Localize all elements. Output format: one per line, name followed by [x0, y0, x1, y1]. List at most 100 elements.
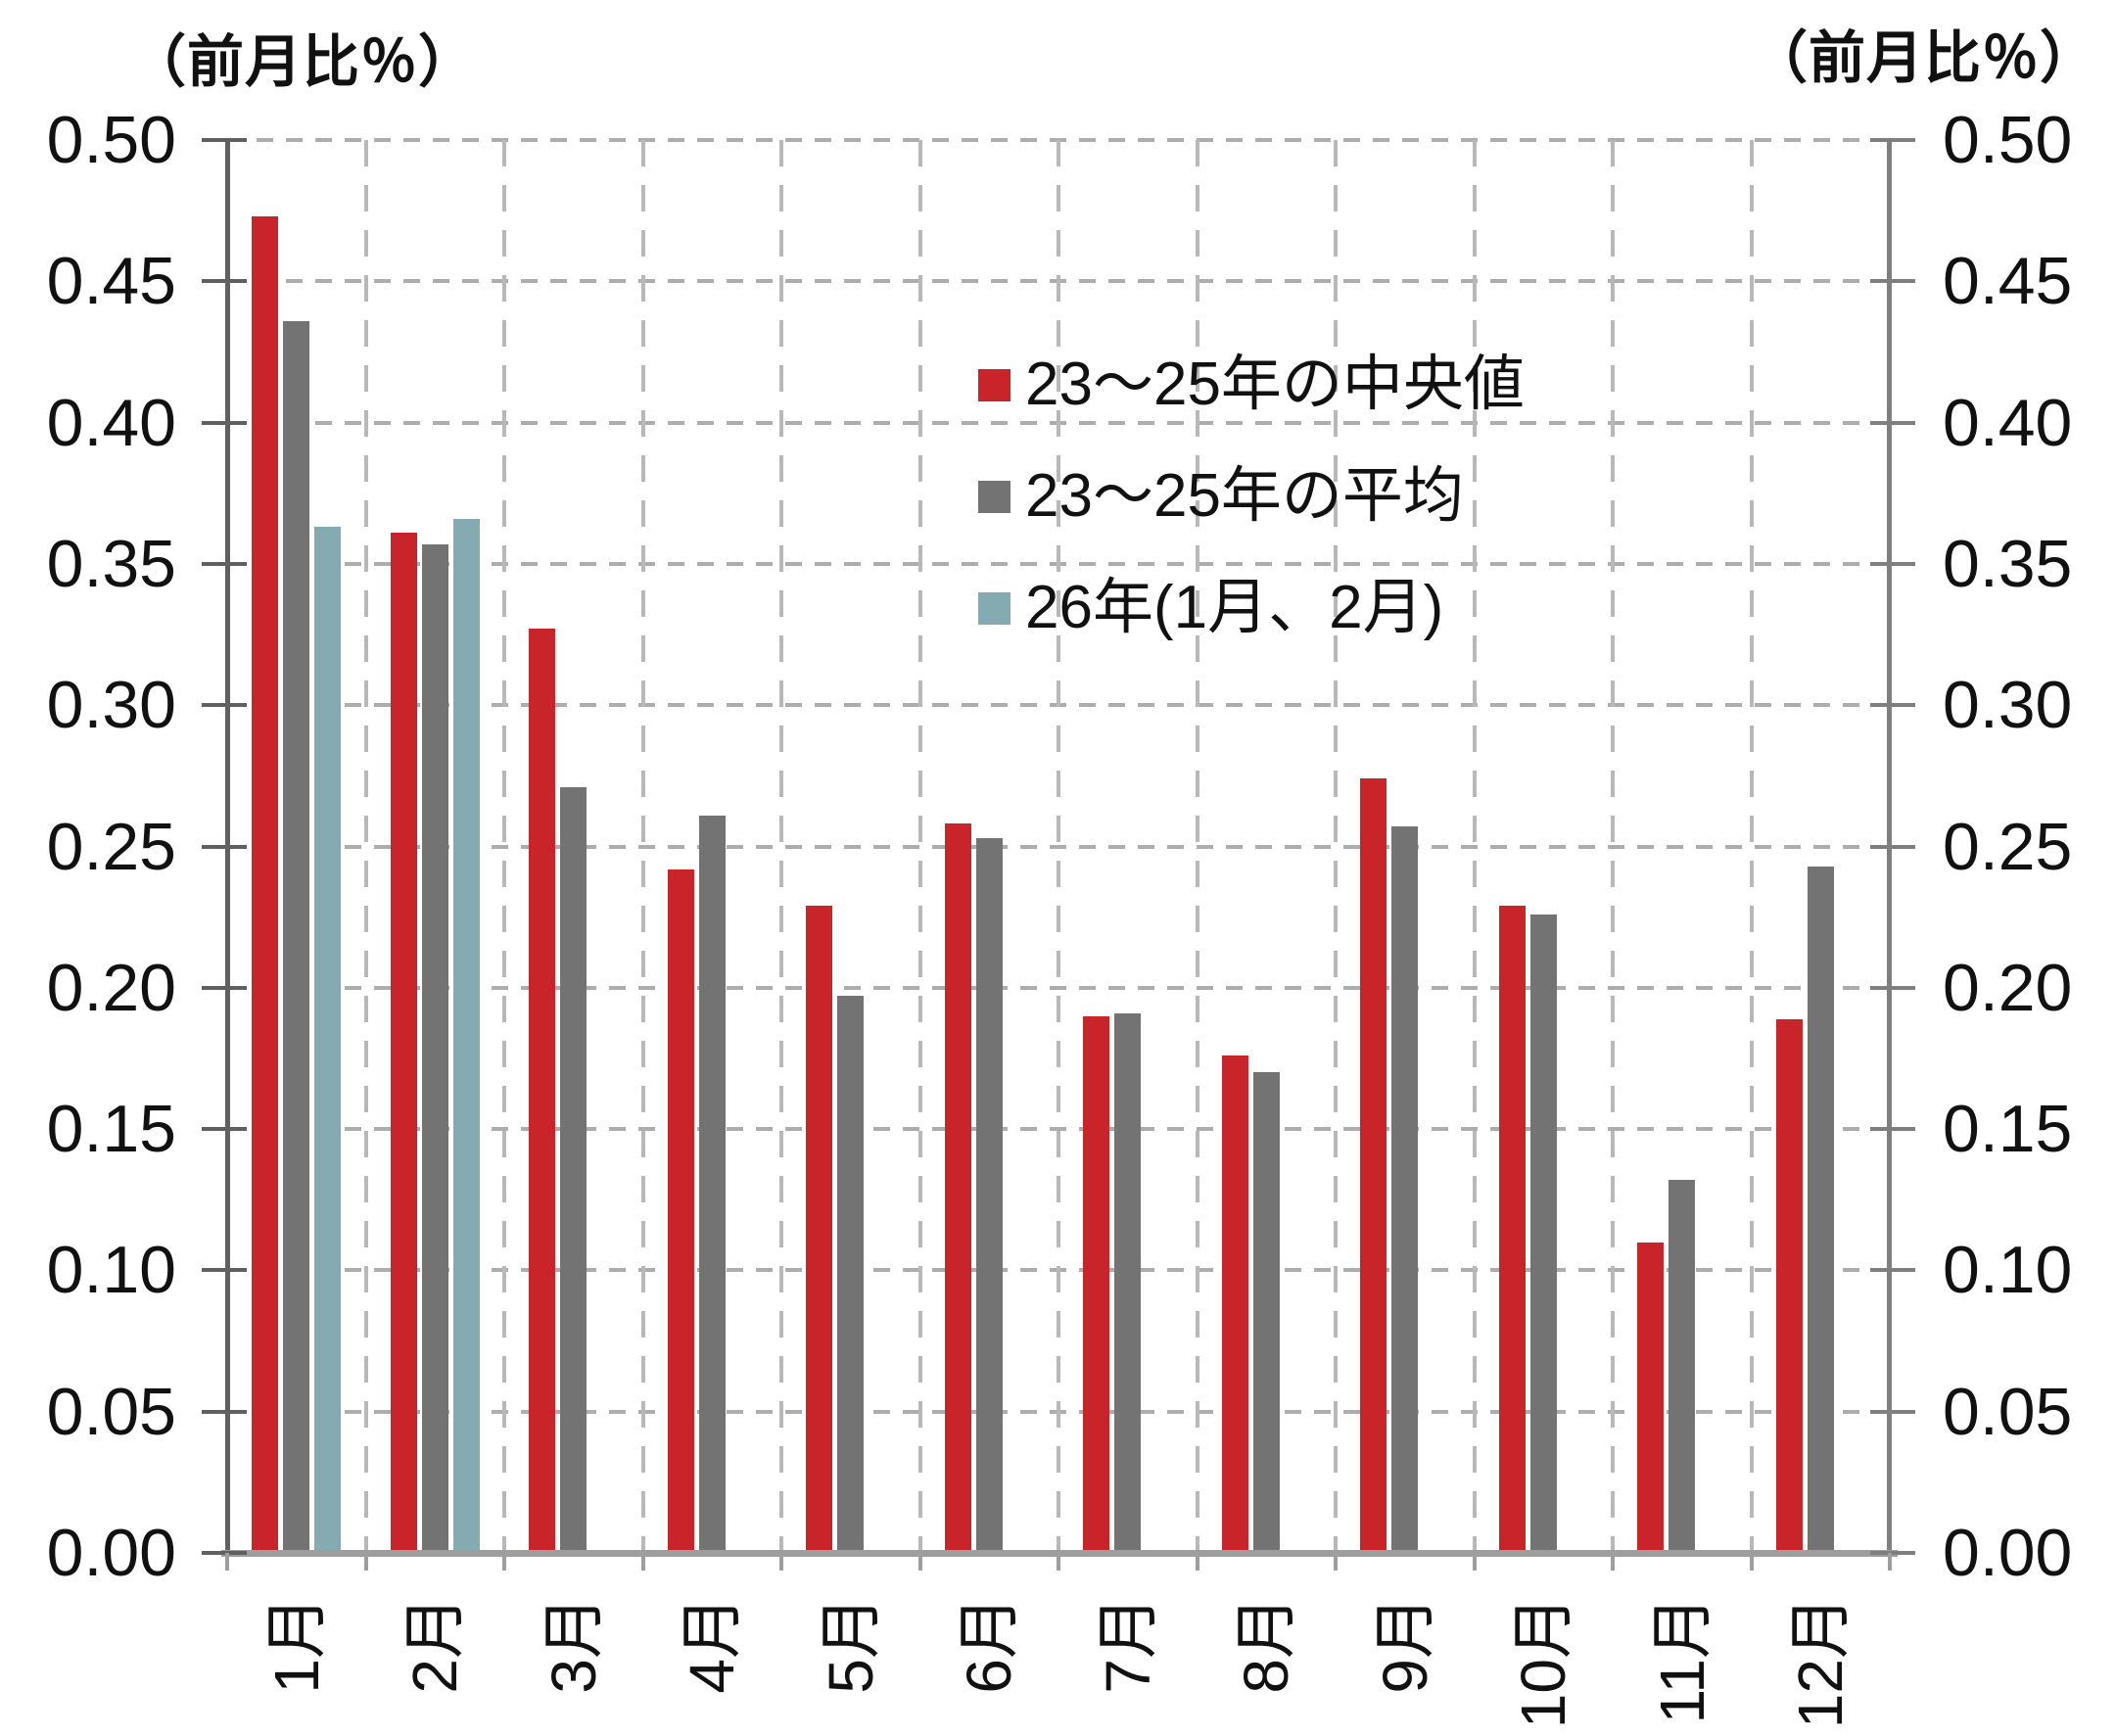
y-axis-tick-left — [202, 279, 247, 284]
bar-8月-series1 — [1221, 1056, 1248, 1553]
y-axis-tick-left — [202, 1551, 247, 1555]
y-axis-tick-right — [1870, 844, 1915, 849]
bar-8月-series2 — [1252, 1072, 1280, 1553]
y-tick-label-left: 0.05 — [46, 1374, 176, 1449]
legend-swatch-series2 — [978, 480, 1010, 513]
y-axis-tick-right — [1870, 138, 1915, 142]
x-axis-tick — [1472, 1553, 1477, 1571]
y-tick-label-right: 0.35 — [1943, 526, 2073, 601]
x-tick-label-text: 12月 — [1785, 1596, 1856, 1729]
bar-10月-series2 — [1529, 914, 1557, 1553]
legend-item-1: 23～25年の中央値 — [978, 352, 1525, 417]
y-axis-tick-right — [1870, 1268, 1915, 1273]
legend-label-series3: 26年(1月、2月) — [1025, 574, 1444, 641]
gridline-vertical — [1334, 140, 1338, 1553]
y-tick-label-right: 0.15 — [1943, 1092, 2073, 1167]
y-tick-label-right: 0.45 — [1943, 244, 2073, 319]
x-axis-tick — [1888, 1553, 1892, 1571]
y-tick-label-left: 0.50 — [46, 103, 176, 177]
x-tick-label-text: 10月 — [1508, 1596, 1579, 1729]
y-tick-label-right: 0.00 — [1943, 1516, 2073, 1590]
y-tick-label-left: 0.30 — [46, 668, 176, 743]
bar-1月-series3 — [314, 527, 341, 1553]
y-tick-label-left: 0.45 — [46, 244, 176, 319]
y-tick-label-right: 0.10 — [1943, 1233, 2073, 1308]
bar-9月-series2 — [1391, 826, 1418, 1553]
x-axis-tick — [363, 1553, 368, 1571]
y-axis-tick-right — [1870, 420, 1915, 425]
y-tick-label-right: 0.05 — [1943, 1374, 2073, 1449]
bar-12月-series1 — [1775, 1018, 1803, 1553]
bar-10月-series1 — [1498, 906, 1526, 1553]
y-axis-tick-left — [202, 138, 247, 142]
x-axis-tick — [917, 1553, 922, 1571]
y-axis-unit-label-left: （前月比％） — [129, 30, 477, 94]
legend-label-series2: 23～25年の平均 — [1025, 462, 1464, 530]
x-tick-label-text: 7月 — [1092, 1596, 1163, 1694]
y-axis-tick-left — [202, 703, 247, 708]
bar-3月-series1 — [529, 629, 555, 1553]
y-axis-line-right — [1887, 140, 1892, 1557]
gridline-vertical — [1472, 140, 1477, 1553]
gridline-vertical — [1611, 140, 1615, 1553]
bar-11月-series2 — [1668, 1180, 1695, 1553]
y-axis-tick-left — [202, 1268, 247, 1273]
y-axis-tick-left — [202, 1409, 247, 1414]
gridline-vertical — [363, 140, 368, 1553]
y-tick-label-right: 0.30 — [1943, 668, 2073, 743]
x-tick-label-text: 5月 — [815, 1596, 886, 1694]
x-axis-tick — [779, 1553, 783, 1571]
gridline-vertical — [1195, 140, 1199, 1553]
bar-11月-series1 — [1637, 1242, 1664, 1553]
x-tick-label-text: 8月 — [1231, 1596, 1302, 1694]
plot-area — [202, 138, 1915, 1571]
y-tick-label-left: 0.15 — [46, 1092, 176, 1167]
legend-label-series1: 23～25年の中央値 — [1025, 351, 1525, 418]
bar-6月-series2 — [975, 837, 1003, 1553]
y-axis-tick-right — [1870, 279, 1915, 284]
y-tick-label-left: 0.35 — [46, 526, 176, 601]
y-axis-tick-right — [1870, 985, 1915, 990]
x-axis-tick — [1195, 1553, 1199, 1571]
y-axis-tick-right — [1870, 703, 1915, 708]
legend-swatch-series1 — [978, 368, 1010, 401]
gridline-vertical — [779, 140, 783, 1553]
bar-3月-series2 — [560, 786, 587, 1553]
x-tick-label-text: 4月 — [677, 1596, 748, 1694]
gridline-vertical — [502, 140, 506, 1553]
x-tick-label-text: 6月 — [954, 1596, 1025, 1694]
gridline-vertical — [1057, 140, 1060, 1553]
bar-2月-series2 — [421, 543, 448, 1553]
legend-item-2: 23～25年の平均 — [978, 464, 1525, 529]
y-tick-label-right: 0.25 — [1943, 809, 2073, 884]
y-axis-tick-left — [202, 420, 247, 425]
x-tick-label-text: 9月 — [1369, 1596, 1440, 1694]
y-tick-label-left: 0.40 — [46, 385, 176, 460]
y-tick-label-left: 0.10 — [46, 1233, 176, 1308]
x-axis-tick — [1749, 1553, 1754, 1571]
legend: 23～25年の中央値 23～25年の平均 26年(1月、2月) — [978, 352, 1525, 687]
y-axis-tick-left — [202, 561, 247, 566]
y-axis-tick-right — [1870, 1127, 1915, 1132]
bar-2月-series1 — [390, 533, 417, 1553]
bar-12月-series2 — [1807, 866, 1834, 1553]
bar-5月-series1 — [806, 906, 832, 1553]
x-axis-tick — [225, 1553, 229, 1571]
y-axis-tick-left — [202, 985, 247, 990]
y-axis-tick-right — [1870, 1551, 1915, 1555]
y-tick-label-right: 0.40 — [1943, 385, 2073, 460]
y-axis-tick-right — [1870, 1409, 1915, 1414]
bar-1月-series2 — [283, 320, 309, 1553]
x-axis-tick — [1611, 1553, 1615, 1571]
legend-swatch-series3 — [978, 591, 1010, 625]
x-tick-label-text: 11月 — [1646, 1596, 1717, 1724]
x-tick-label-text: 3月 — [538, 1596, 609, 1694]
y-axis-tick-left — [202, 1127, 247, 1132]
y-tick-label-right: 0.50 — [1943, 103, 2073, 177]
x-tick-label-text: 1月 — [260, 1596, 332, 1694]
bar-2月-series3 — [452, 518, 480, 1553]
y-tick-label-left: 0.25 — [46, 809, 176, 884]
y-tick-label-right: 0.20 — [1943, 950, 2073, 1025]
bar-4月-series1 — [667, 868, 694, 1553]
